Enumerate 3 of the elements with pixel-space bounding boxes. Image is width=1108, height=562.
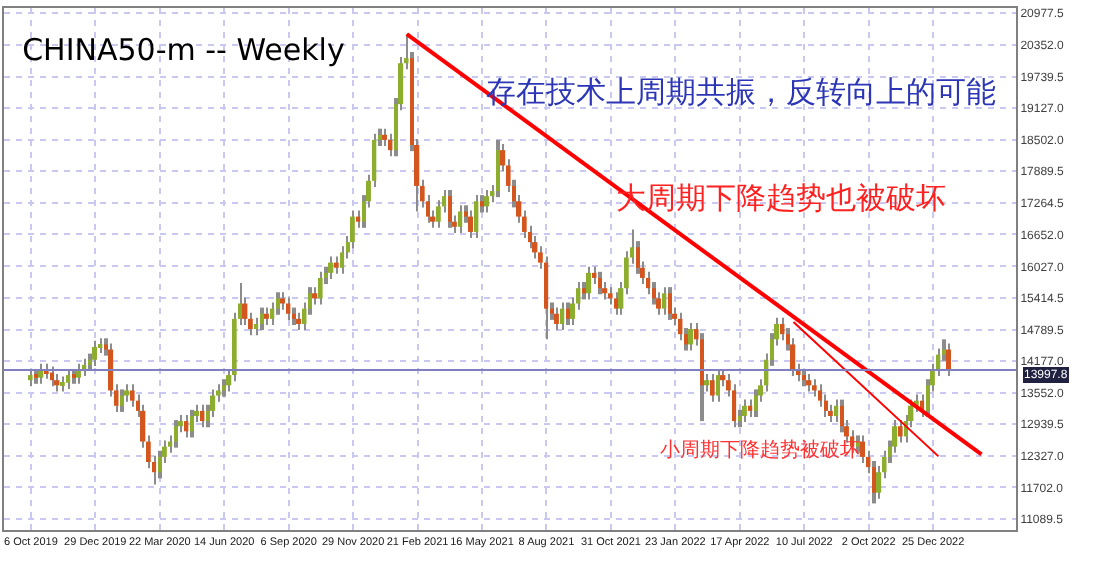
- annotation: 存在技术上周期共振，反转向上的可能: [486, 74, 996, 110]
- annotation: 小周期下降趋势被破坏: [660, 438, 860, 462]
- text: CHINA50-m -- Weekly: [22, 32, 345, 69]
